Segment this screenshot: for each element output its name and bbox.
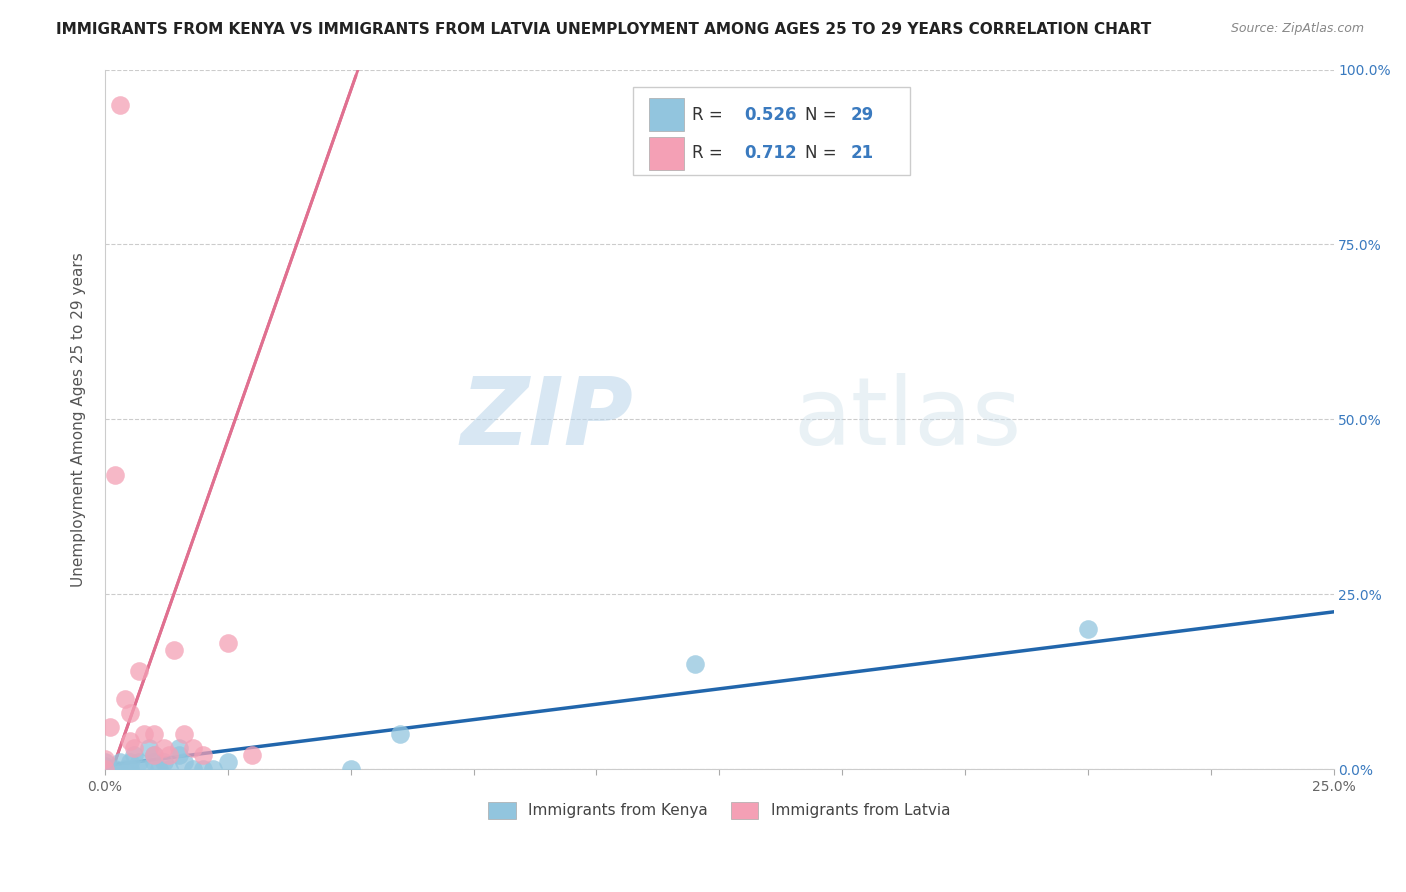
Point — [683, 657, 706, 672]
Point — [143, 727, 166, 741]
Point — [114, 692, 136, 706]
Point — [388, 727, 411, 741]
Point — [157, 748, 180, 763]
Text: R =: R = — [692, 105, 728, 124]
Point — [1077, 623, 1099, 637]
Text: N =: N = — [806, 145, 842, 162]
Text: 0.526: 0.526 — [744, 105, 796, 124]
Point — [183, 762, 205, 776]
Point — [118, 762, 141, 776]
Point — [217, 636, 239, 650]
Point — [98, 762, 121, 776]
Point — [153, 756, 176, 770]
Text: R =: R = — [692, 145, 728, 162]
Point — [148, 762, 170, 776]
Point — [242, 748, 264, 763]
Point — [124, 748, 146, 763]
Point — [128, 665, 150, 679]
Text: 21: 21 — [851, 145, 875, 162]
Point — [124, 741, 146, 756]
Y-axis label: Unemployment Among Ages 25 to 29 years: Unemployment Among Ages 25 to 29 years — [72, 252, 86, 587]
Point — [202, 762, 225, 776]
Point — [104, 762, 127, 776]
Point — [118, 734, 141, 748]
Text: IMMIGRANTS FROM KENYA VS IMMIGRANTS FROM LATVIA UNEMPLOYMENT AMONG AGES 25 TO 29: IMMIGRANTS FROM KENYA VS IMMIGRANTS FROM… — [56, 22, 1152, 37]
Point — [134, 762, 156, 776]
Point — [153, 741, 176, 756]
Point — [134, 727, 156, 741]
Point — [163, 643, 186, 657]
FancyBboxPatch shape — [633, 87, 910, 175]
Point — [167, 748, 190, 763]
Point — [173, 727, 195, 741]
Point — [173, 756, 195, 770]
Point — [143, 748, 166, 763]
Point — [104, 468, 127, 483]
Point — [118, 756, 141, 770]
Point — [143, 756, 166, 770]
Text: 0.712: 0.712 — [744, 145, 796, 162]
Point — [183, 741, 205, 756]
Point — [217, 756, 239, 770]
Point — [94, 756, 117, 770]
Point — [108, 97, 131, 112]
Point — [118, 706, 141, 721]
Legend: Immigrants from Kenya, Immigrants from Latvia: Immigrants from Kenya, Immigrants from L… — [482, 796, 956, 824]
Point — [128, 756, 150, 770]
Text: ZIP: ZIP — [460, 374, 633, 466]
Point — [98, 720, 121, 734]
Text: 29: 29 — [851, 105, 875, 124]
Point — [193, 748, 215, 763]
Point — [157, 762, 180, 776]
Text: Source: ZipAtlas.com: Source: ZipAtlas.com — [1230, 22, 1364, 36]
FancyBboxPatch shape — [650, 98, 683, 131]
Point — [94, 762, 117, 776]
Point — [143, 748, 166, 763]
Point — [94, 759, 117, 773]
Point — [167, 741, 190, 756]
Point — [339, 762, 361, 776]
Point — [193, 762, 215, 776]
Point — [94, 752, 117, 766]
Text: N =: N = — [806, 105, 842, 124]
FancyBboxPatch shape — [650, 136, 683, 170]
Point — [138, 741, 160, 756]
Point — [114, 762, 136, 776]
Text: atlas: atlas — [793, 374, 1021, 466]
Point — [94, 762, 117, 776]
Point — [108, 756, 131, 770]
